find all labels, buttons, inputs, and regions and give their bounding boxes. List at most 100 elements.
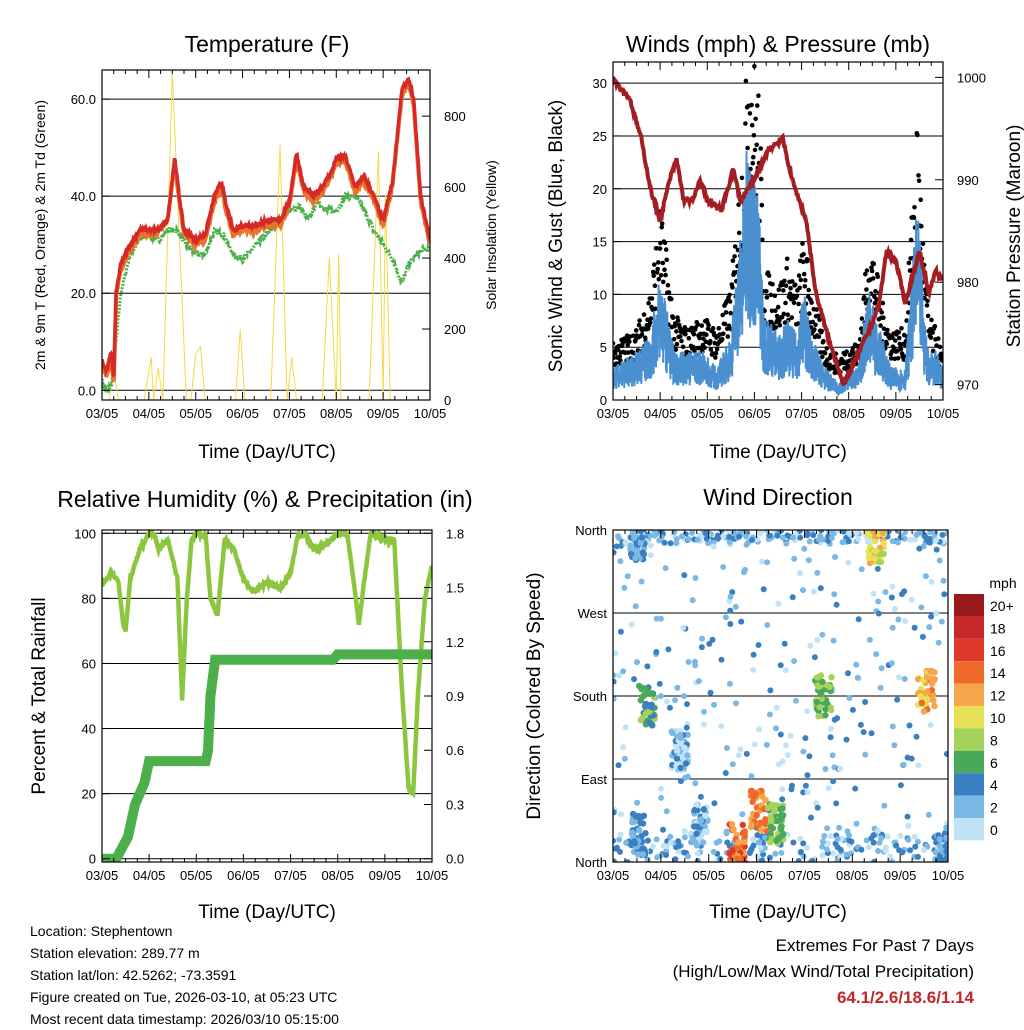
colorbar-label: 6 [990,755,998,771]
gust-point [766,273,772,278]
direction-point [695,678,702,685]
direction-cluster-point [640,812,648,819]
direction-cluster-point [629,829,636,836]
direction-point [756,530,763,534]
direction-point [617,628,624,635]
direction-point [853,820,860,827]
y2-tick-label: 1.2 [446,635,464,650]
direction-point [727,607,734,614]
y-tick-label: North [575,523,607,538]
axes: 03/05 04/05 05/05 06/05 07/05 08/05 09/05 10/05… [593,61,986,421]
direction-point [653,836,660,843]
direction-cluster-point [931,676,938,684]
gust-point [732,254,737,259]
direction-point [658,534,665,541]
colorbar-label: 2 [990,800,998,816]
direction-point [873,651,880,658]
y-tick-label: 30 [593,76,607,91]
direction-cluster-point [753,812,760,819]
direction-point [711,800,718,807]
direction-cluster-point [634,546,641,553]
direction-point [658,785,664,792]
direction-point [634,799,641,806]
x-tick-label: 03/05 [86,406,119,421]
direction-cluster-point [923,695,931,702]
direction-cluster-point [645,689,652,697]
direction-point [878,665,885,672]
direction-point [754,832,761,839]
direction-point [657,615,664,622]
x-tick-label: 08/05 [320,406,353,421]
gust-point [749,102,754,108]
direction-cluster-point [826,683,833,691]
gust-point [697,335,702,341]
direction-point [901,676,908,682]
direction-point [694,536,701,543]
direction-point [884,833,891,840]
gust-point [727,292,732,298]
direction-point [804,789,811,796]
gust-point [747,111,753,116]
direction-point [893,842,900,849]
direction-point [675,838,682,845]
direction-point [899,591,905,598]
direction-cluster-point [627,544,634,552]
direction-point [895,616,902,623]
gust-point [680,344,686,350]
gust-point [776,287,782,293]
station-info: Location: Stephentown Station elevation:… [30,920,339,1030]
gust-point [710,325,716,331]
gust-point [940,356,943,361]
gust-point [660,260,666,266]
direction-point [908,755,915,762]
gust-point [722,321,728,327]
gust-point [792,282,798,288]
direction-point [840,530,847,535]
direction-cluster-point [682,760,690,767]
gust-point [625,342,630,348]
direction-cluster-point [917,693,925,700]
gust-point [895,356,901,361]
direction-point [783,742,790,749]
direction-point [663,698,670,705]
direction-point [673,540,680,547]
gust-point [691,332,697,337]
direction-cluster-point [729,847,736,854]
gust-point [889,356,894,361]
gust-point [713,350,719,356]
station-location: Location: Stephentown [30,923,173,939]
gust-point [818,350,823,355]
gust-point [925,298,930,304]
direction-cluster-point [627,550,635,558]
direction-point [800,840,807,847]
gust-point [937,344,943,350]
y-tick-label: 10 [593,287,607,302]
gust-point [665,283,671,288]
gust-point [796,301,801,307]
gust-point [770,282,775,287]
gust-point [674,341,680,347]
direction-point [723,745,730,751]
x-tick-label: 04/05 [133,868,166,883]
direction-point [875,848,882,854]
direction-point [689,530,696,536]
direction-point [665,646,672,653]
direction-point [935,639,942,646]
direction-point [797,534,804,541]
gust-point [636,322,642,328]
direction-point [928,578,935,585]
gust-point [695,322,701,327]
gust-point [670,315,676,321]
direction-point [621,584,628,591]
direction-point [685,853,691,860]
y-tick-label: 60.0 [71,92,96,107]
direction-point [800,587,806,594]
direction-point [624,859,631,862]
direction-cluster-point [728,821,736,828]
direction-cluster-point [739,821,746,829]
direction-point [746,850,753,856]
direction-point [855,535,862,542]
direction-cluster-point [749,798,756,805]
direction-point [854,674,861,681]
gust-point [906,260,912,266]
